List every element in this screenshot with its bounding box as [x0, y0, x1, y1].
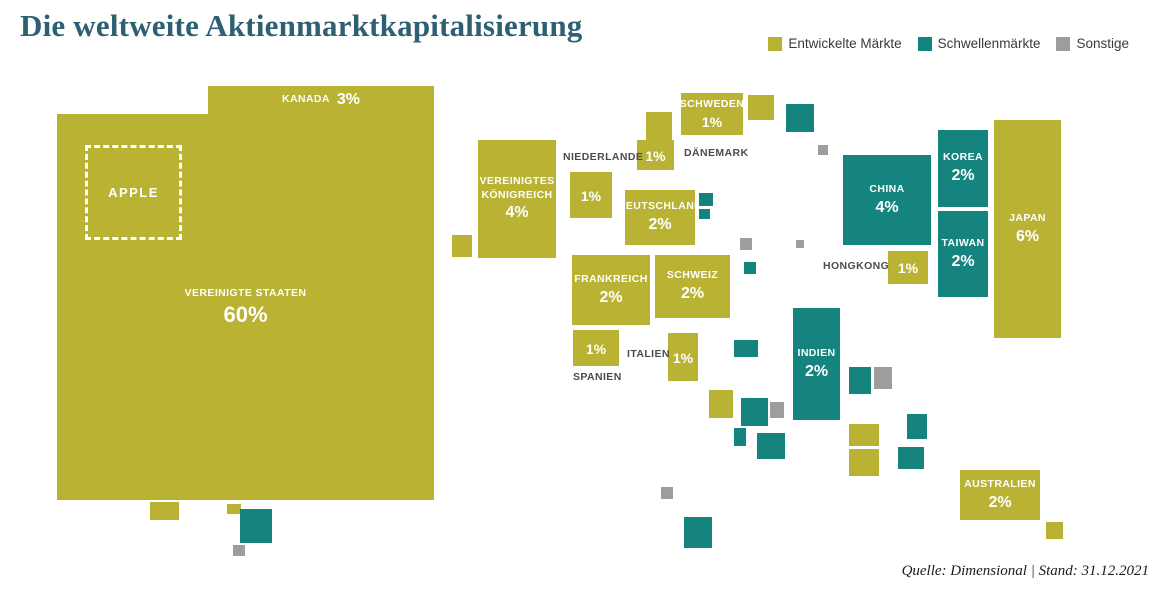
block-em-10: [898, 447, 924, 469]
block-pct: 1%: [585, 340, 607, 357]
block-ot-2: [796, 240, 804, 248]
source-note: Quelle: Dimensional | Stand: 31.12.2021: [901, 563, 1149, 579]
block-pct: 2%: [804, 362, 829, 380]
block-hongkong: 1%: [888, 251, 928, 284]
country-label: NIEDERLANDE: [563, 151, 644, 163]
block-name: KANADA: [281, 93, 330, 106]
country-label: HONGKONG: [823, 260, 890, 272]
block-pct: 1%: [672, 349, 694, 366]
block-norwegen: [646, 112, 672, 140]
block-pct: 2%: [951, 167, 975, 185]
block-schweden: SCHWEDEN 1%: [681, 93, 743, 135]
block-pct: 1%: [897, 260, 919, 277]
block-name: FRANKREICH: [574, 272, 648, 285]
legend: Entwickelte Märkte Schwellenmärkte Sonstig…: [768, 36, 1129, 51]
block-em-3: [744, 262, 756, 274]
block-name: AUSTRALIEN: [964, 477, 1036, 490]
block-dev-3: [849, 449, 879, 476]
block-pct: 2%: [599, 288, 623, 306]
block-em-9: [907, 414, 927, 439]
block-niederlande: 1%: [570, 172, 612, 218]
block-pct: 2%: [648, 216, 672, 234]
block-pct: 1%: [701, 113, 723, 130]
legend-label-developed: Entwickelte Märkte: [788, 36, 902, 51]
block-pct: 6%: [1015, 227, 1040, 245]
block-ot-5: [770, 402, 784, 418]
block-pct: 60%: [223, 302, 268, 328]
block-pct: 2%: [951, 252, 975, 270]
block-frankreich: FRANKREICH 2%: [572, 255, 650, 325]
block-daenemark: 1%: [637, 140, 674, 170]
legend-label-other: Sonstige: [1076, 36, 1129, 51]
block-name: SCHWEDEN: [681, 98, 743, 111]
block-dev-2: [849, 424, 879, 446]
block-pct: 4%: [505, 204, 529, 222]
block-pct: 2%: [680, 285, 705, 303]
block-japan: JAPAN 6%: [994, 120, 1061, 338]
block-uk: VEREINIGTES KÖNIGREICH 4%: [478, 140, 556, 258]
apple-annotation: APPLE: [85, 145, 182, 240]
block-pct: 1%: [645, 147, 666, 164]
legend-label-emerging: Schwellenmärkte: [937, 36, 1041, 51]
legend-swatch-developed: [768, 36, 783, 51]
country-label: DÄNEMARK: [684, 147, 749, 159]
block-name: TAIWAN: [941, 236, 985, 249]
legend-swatch-other: [1056, 36, 1071, 51]
page-title: Die weltweite Aktienmarktkapitalisierung: [20, 8, 583, 43]
block-dev-5: [227, 504, 241, 514]
country-label: ITALIEN: [627, 348, 670, 360]
block-finnland: [748, 95, 774, 120]
block-em-8: [757, 433, 785, 459]
block-neuseeland: [1046, 522, 1063, 539]
block-em-4: [734, 340, 758, 357]
block-name: SCHWEIZ: [666, 269, 719, 282]
block-pct: 2%: [988, 493, 1012, 511]
block-em-7: [734, 428, 746, 446]
block-ot-7: [233, 545, 245, 556]
block-em-2: [699, 209, 710, 219]
block-kanada: KANADA 3%: [208, 86, 434, 114]
block-name: JAPAN: [1009, 211, 1046, 224]
block-ot-6: [661, 487, 673, 499]
block-dev-4: [150, 502, 179, 520]
block-pct: 1%: [580, 187, 602, 204]
block-ot-4: [874, 367, 892, 389]
block-korea: KOREA 2%: [938, 130, 988, 207]
block-ot-3: [818, 145, 828, 155]
legend-item-emerging: Schwellenmärkte: [917, 36, 1041, 51]
block-taiwan: TAIWAN 2%: [938, 211, 988, 297]
block-spanien: 1%: [573, 330, 619, 366]
block-deutschland: DEUTSCHLAND 2%: [625, 190, 695, 245]
block-pct: 3%: [336, 90, 361, 108]
block-dev-1: [709, 390, 733, 418]
block-em-1: [699, 193, 713, 206]
country-label: SPANIEN: [573, 371, 622, 383]
block-name: VEREINIGTE STAATEN: [184, 286, 307, 299]
block-pct: 4%: [875, 198, 899, 216]
block-schweiz: SCHWEIZ 2%: [655, 255, 730, 318]
block-name: CHINA: [869, 182, 905, 195]
block-name: KOREA: [943, 151, 983, 164]
block-indien: INDIEN 2%: [793, 308, 840, 420]
legend-swatch-emerging: [917, 36, 932, 51]
block-china: CHINA 4%: [843, 155, 931, 245]
block-australien: AUSTRALIEN 2%: [960, 470, 1040, 520]
block-russland: [786, 104, 814, 132]
block-em-5: [849, 367, 871, 394]
block-name: DEUTSCHLAND: [625, 200, 695, 213]
block-irland: [452, 235, 472, 257]
block-name: VEREINIGTES KÖNIGREICH: [479, 175, 555, 201]
legend-item-other: Sonstige: [1056, 36, 1129, 51]
legend-item-developed: Entwickelte Märkte: [768, 36, 902, 51]
block-em-6: [741, 398, 768, 426]
block-usa: VEREINIGTE STAATEN 60%: [57, 114, 434, 500]
block-em-12: [240, 509, 272, 543]
block-italien: 1%: [668, 333, 698, 381]
block-ot-1: [740, 238, 752, 250]
block-em-11: [684, 517, 712, 548]
block-name: INDIEN: [797, 346, 836, 359]
